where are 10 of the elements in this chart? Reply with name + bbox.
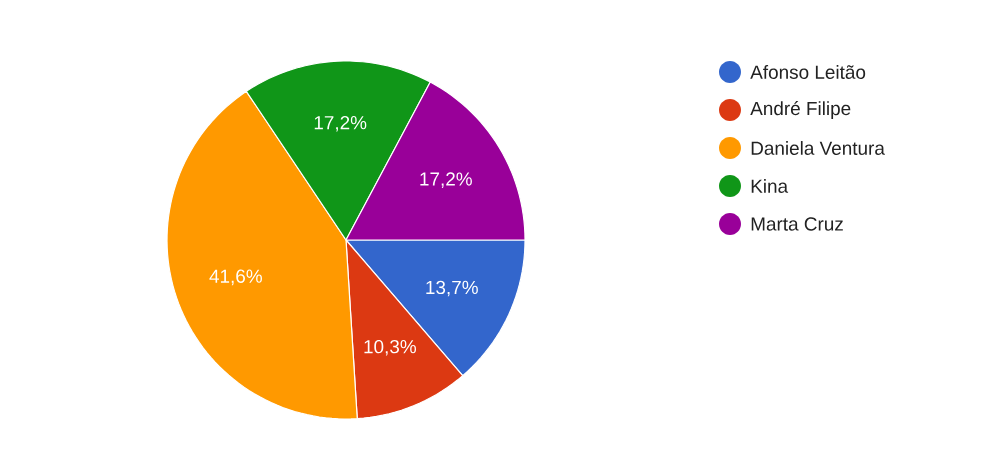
legend-label: André Filipe	[750, 101, 851, 119]
data-label: 17,2%	[420, 172, 472, 188]
data-label: 13,7%	[426, 280, 478, 297]
legend-label: Daniela Ventura	[751, 141, 885, 155]
data-label: 10,3%	[364, 339, 417, 356]
data-label: 41,6%	[209, 269, 262, 286]
legend-label: Kina	[751, 179, 789, 193]
legend-label: Marta Cruz	[751, 217, 843, 231]
data-label: 17,2%	[314, 115, 367, 132]
legend-label: Afonso Leitão	[750, 65, 866, 79]
